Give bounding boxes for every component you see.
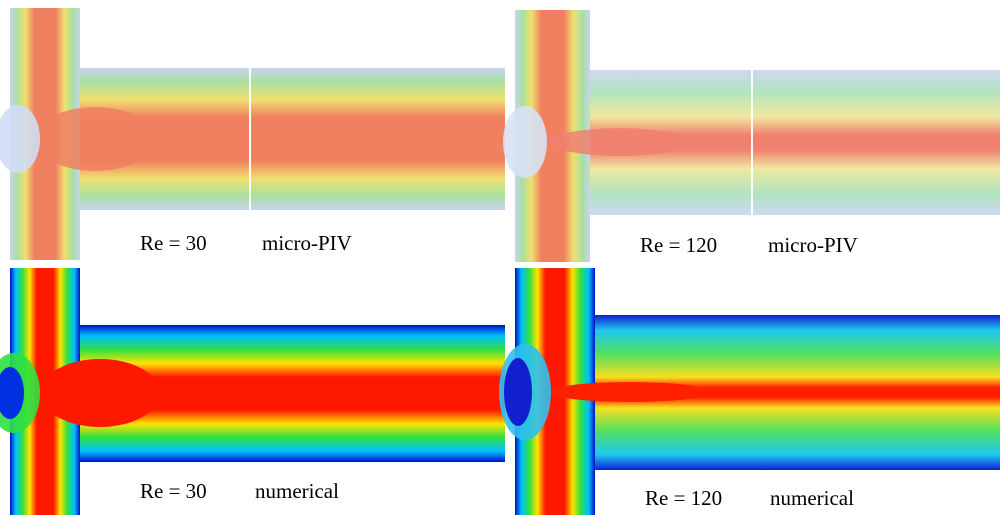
caption-method: numerical <box>255 479 339 503</box>
caption-re: Re = 120 <box>645 486 722 510</box>
stagnation-zone <box>503 106 547 178</box>
junction-core <box>35 107 155 171</box>
panel-piv-120: Re = 120 micro-PIV <box>503 10 1000 262</box>
stagnation-zone <box>504 358 532 426</box>
junction-core <box>550 382 710 402</box>
caption-method: numerical <box>770 486 854 510</box>
junction-core <box>550 128 690 156</box>
panel-num-120: Re = 120 numerical <box>499 268 1000 515</box>
panel-num-30: Re = 30 numerical <box>0 268 505 515</box>
caption-re: Re = 30 <box>140 231 207 255</box>
panel-piv-30: Re = 30 micro-PIV <box>0 8 505 260</box>
caption-method: micro-PIV <box>262 231 352 255</box>
junction-core <box>40 359 160 427</box>
figure: Re = 30 micro-PIV Re = 120 micro-PIV Re … <box>0 0 1000 515</box>
caption-re: Re = 30 <box>140 479 207 503</box>
caption-re: Re = 120 <box>640 233 717 257</box>
caption-method: micro-PIV <box>768 233 858 257</box>
